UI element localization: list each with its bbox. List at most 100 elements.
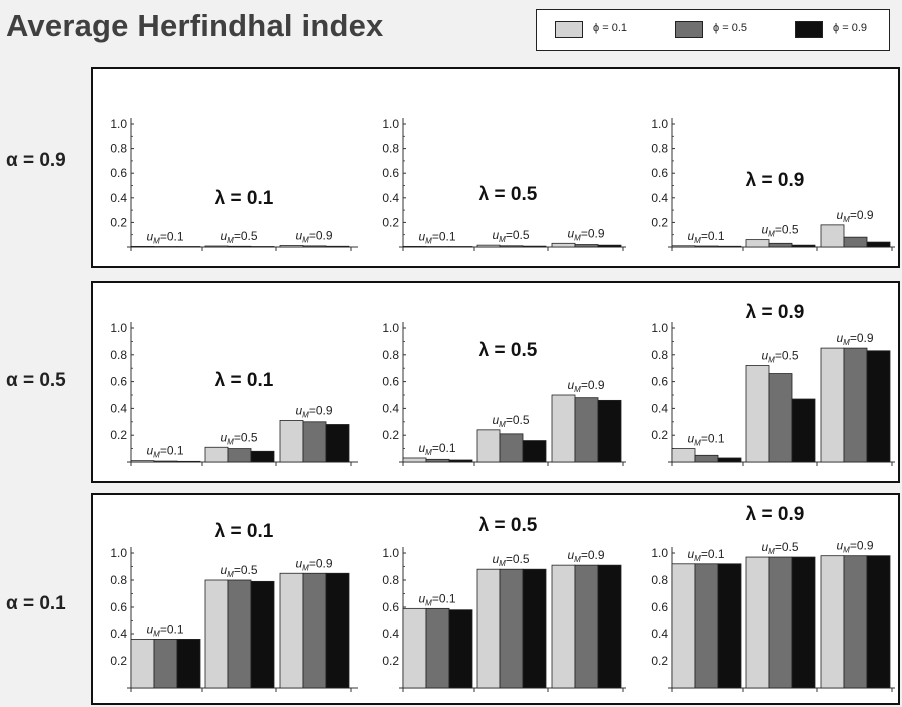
bar-r1-c3-g2-s1 [745, 239, 770, 248]
bar-r2-c3-g3-s2 [843, 347, 868, 463]
category-label-r3-c2-g2: uM=0.5 [492, 552, 529, 568]
y-tick-label-r3-c3: 0.6 [651, 600, 668, 614]
y-tick-label-r2-c2: 0.8 [382, 348, 399, 362]
bar-r3-c1-g3-s3 [325, 572, 350, 689]
category-label-r1-c1-g1: uM=0.1 [146, 229, 183, 245]
chart-title: Average Herfindhal index [6, 8, 384, 43]
lambda-label-r3-c3: λ = 0.9 [746, 504, 805, 525]
y-tick-label-r3-c1: 0.6 [110, 600, 127, 614]
y-tick-label-r1-c2: 0.8 [382, 142, 399, 156]
alpha-label-row-3: α = 0.1 [6, 593, 66, 614]
bar-r1-c2-g3-s3 [597, 244, 622, 248]
y-tick-label-r1-c3: 0.2 [651, 215, 668, 229]
lambda-label-r2-c2: λ = 0.5 [479, 340, 538, 361]
bar-r1-c3-g1-s1 [671, 245, 696, 248]
legend-swatch-phi-0-5 [675, 21, 703, 38]
category-label-r3-c3-g3: uM=0.9 [836, 539, 873, 555]
y-tick-label-r2-c3: 0.4 [651, 401, 668, 415]
bar-r1-c2-g2-s3 [522, 245, 547, 248]
bar-r3-c2-g2-s3 [522, 568, 547, 689]
category-label-r2-c3-g2: uM=0.5 [761, 349, 798, 365]
bar-r1-c2-g2-s1 [476, 244, 501, 248]
bar-r2-c1-g3-s2 [302, 421, 327, 463]
bar-r3-c2-g1-s3 [448, 609, 473, 689]
bar-r1-c3-g3-s3 [866, 241, 891, 248]
bar-r2-c3-g2-s2 [768, 373, 793, 463]
category-label-r1-c3-g3: uM=0.9 [836, 208, 873, 224]
y-tick-label-r3-c2: 0.8 [382, 573, 399, 587]
lambda-label-r1-c1: λ = 0.1 [215, 188, 274, 209]
bar-r2-c3-g2-s3 [791, 398, 816, 463]
category-label-r1-c3-g1: uM=0.1 [687, 229, 724, 245]
bar-r1-c1-g3-s1 [279, 245, 304, 248]
bar-r2-c3-g1-s1 [671, 448, 696, 463]
bar-r2-c2-g1-s2 [425, 458, 450, 463]
bar-r3-c3-g3-s1 [820, 555, 845, 689]
legend: ϕ = 0.1 ϕ = 0.5 ϕ = 0.9 [536, 9, 890, 51]
y-tick-label-r1-c1: 0.6 [110, 166, 127, 180]
bar-r3-c2-g3-s2 [574, 564, 599, 689]
y-tick-label-r1-c1: 0.4 [110, 191, 127, 205]
y-tick-label-r3-c3: 1.0 [651, 546, 668, 560]
bar-r2-c3-g2-s1 [745, 365, 770, 463]
bar-r3-c3-g1-s2 [694, 563, 719, 689]
bar-r2-c2-g1-s3 [448, 459, 473, 463]
legend-swatch-phi-0-9 [795, 21, 823, 38]
y-tick-label-r1-c1: 0.8 [110, 142, 127, 156]
bar-r1-c1-g2-s3 [250, 246, 275, 248]
y-tick-label-r3-c1: 1.0 [110, 546, 127, 560]
y-tick-label-r2-c2: 1.0 [382, 321, 399, 335]
y-tick-label-r1-c3: 1.0 [651, 117, 668, 131]
category-label-r3-c3-g2: uM=0.5 [761, 540, 798, 556]
bar-r3-c3-g2-s2 [768, 556, 793, 689]
y-tick-label-r1-c3: 0.4 [651, 191, 668, 205]
legend-label-phi-0-1: ϕ = 0.1 [593, 22, 627, 34]
alpha-label-row-2: α = 0.5 [6, 370, 66, 391]
y-tick-label-r2-c3: 1.0 [651, 321, 668, 335]
bar-r1-c3-g3-s1 [820, 224, 845, 248]
bar-r2-c3-g3-s1 [820, 347, 845, 463]
bar-r2-c1-g1-s2 [153, 460, 178, 463]
y-tick-label-r3-c1: 0.2 [110, 654, 127, 668]
category-label-r3-c1-g1: uM=0.1 [146, 622, 183, 638]
category-label-r2-c3-g3: uM=0.9 [836, 331, 873, 347]
y-tick-label-r3-c2: 0.2 [382, 654, 399, 668]
category-label-r2-c1-g2: uM=0.5 [220, 430, 257, 446]
category-label-r3-c1-g3: uM=0.9 [295, 556, 332, 572]
bar-r3-c3-g3-s2 [843, 555, 868, 689]
y-tick-label-r1-c1: 0.2 [110, 215, 127, 229]
y-tick-label-r2-c1: 0.2 [110, 428, 127, 442]
bar-r1-c1-g1-s1 [130, 245, 155, 248]
y-tick-label-r2-c2: 0.4 [382, 401, 399, 415]
bar-r3-c1-g1-s2 [153, 639, 178, 689]
y-tick-label-r1-c1: 1.0 [110, 117, 127, 131]
bar-r3-c2-g1-s1 [402, 607, 427, 689]
y-tick-label-r2-c1: 0.8 [110, 348, 127, 362]
bar-r3-c2-g1-s2 [425, 607, 450, 689]
category-label-r2-c1-g1: uM=0.1 [146, 444, 183, 460]
bar-r3-c1-g2-s1 [204, 579, 229, 689]
bar-r2-c1-g3-s1 [279, 420, 304, 463]
bar-r1-c1-g1-s2 [153, 246, 178, 248]
legend-swatch-phi-0-1 [555, 21, 583, 38]
y-tick-label-r2-c3: 0.8 [651, 348, 668, 362]
bar-r2-c1-g3-s3 [325, 424, 350, 463]
y-tick-label-r2-c1: 0.4 [110, 401, 127, 415]
lambda-label-r1-c3: λ = 0.9 [746, 170, 805, 191]
y-tick-label-r3-c1: 0.4 [110, 627, 127, 641]
legend-label-phi-0-5: ϕ = 0.5 [713, 22, 747, 34]
bar-r2-c1-g1-s3 [176, 460, 201, 463]
category-label-r3-c1-g2: uM=0.5 [220, 563, 257, 579]
bar-r1-c3-g1-s2 [694, 245, 719, 248]
lambda-label-r3-c1: λ = 0.1 [215, 521, 274, 542]
category-label-r3-c2-g3: uM=0.9 [567, 548, 604, 564]
bar-r2-c3-g1-s2 [694, 454, 719, 463]
bar-r2-c2-g2-s2 [499, 433, 524, 463]
y-tick-label-r3-c2: 0.4 [382, 627, 399, 641]
bar-r1-c1-g3-s2 [302, 245, 327, 248]
bar-r1-c1-g1-s3 [176, 246, 201, 248]
bar-r2-c3-g3-s3 [866, 350, 891, 463]
category-label-r1-c2-g1: uM=0.1 [418, 229, 455, 245]
y-tick-label-r1-c3: 0.8 [651, 142, 668, 156]
